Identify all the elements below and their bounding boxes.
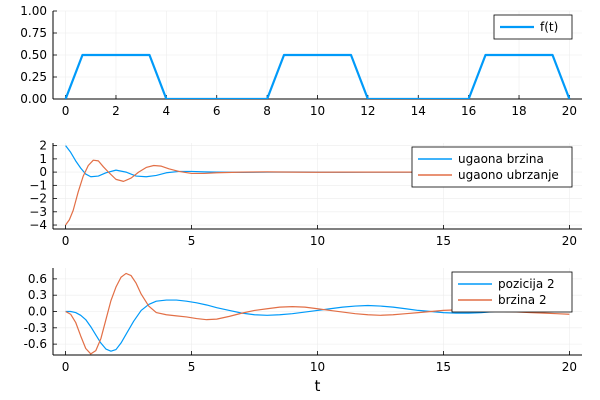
- y-tick-label: -0.3: [24, 321, 47, 335]
- legend-label: pozicija 2: [498, 277, 555, 291]
- legend-label: ugaono ubrzanje: [458, 168, 559, 182]
- y-tick-label: 0.75: [20, 26, 47, 40]
- legend-box: [451, 271, 573, 313]
- x-tick-label: 20: [562, 360, 577, 374]
- y-tick-label: -0.6: [24, 337, 47, 351]
- x-tick-label: 5: [188, 360, 196, 374]
- y-tick-label: 0.6: [28, 272, 47, 286]
- y-tick-label: −3: [29, 205, 47, 219]
- y-tick-label: −1: [29, 178, 47, 192]
- x-tick-label: 6: [213, 104, 221, 118]
- y-tick-label: 1: [39, 152, 47, 166]
- series-line-1: [64, 53, 571, 99]
- x-tick-label: 20: [562, 234, 577, 248]
- y-tick-label: 0.3: [28, 288, 47, 302]
- chart-panel-3: 0 5 10 15 20 0.6 0.3 0.0 -0.3 -0.6 pozicija 2 brzin…: [24, 268, 582, 395]
- x-tick-label: 16: [461, 104, 476, 118]
- x-tick-label: 10: [310, 234, 325, 248]
- legend-label: brzina 2: [498, 293, 547, 307]
- y-tick-label: 0.0: [28, 305, 47, 319]
- legend: f(t): [493, 14, 573, 40]
- legend: ugaona brzina ugaono ubrzanje: [411, 146, 573, 188]
- x-tick-label: 10: [310, 360, 325, 374]
- x-tick-label: 15: [436, 360, 451, 374]
- x-tick-label: 10: [310, 104, 325, 118]
- legend-label: ugaona brzina: [458, 152, 544, 166]
- chart-panel-1: 0 2 4 6 8 10 12 14 16 18 20 0.00 0.25 0.50 0.75 1.00 f(t…: [20, 4, 582, 118]
- y-tick-label: 1.00: [20, 4, 47, 18]
- x-tick-label: 0: [62, 360, 70, 374]
- x-axis-label: t: [315, 377, 321, 395]
- y-tick-label: 2: [39, 139, 47, 153]
- x-tick-label: 15: [436, 234, 451, 248]
- legend: pozicija 2 brzina 2: [451, 271, 573, 313]
- legend-label: f(t): [540, 20, 558, 34]
- x-tick-label: 4: [163, 104, 171, 118]
- y-tick-label: −4: [29, 218, 47, 232]
- y-tick-label: −2: [29, 192, 47, 206]
- x-tick-label: 14: [411, 104, 426, 118]
- series-line-1: [65, 299, 570, 352]
- x-tick-label: 8: [263, 104, 271, 118]
- y-tick-label: 0.25: [20, 70, 47, 84]
- legend-box: [411, 146, 573, 188]
- y-tick-label: 0: [39, 165, 47, 179]
- y-tick-label: 0.50: [20, 48, 47, 62]
- x-tick-label: 20: [562, 104, 577, 118]
- x-tick-label: 5: [188, 234, 196, 248]
- x-tick-label: 2: [112, 104, 120, 118]
- y-tick-label: 0.00: [20, 92, 47, 106]
- x-tick-label: 18: [511, 104, 526, 118]
- x-tick-label: 0: [62, 104, 70, 118]
- x-tick-label: 0: [62, 234, 70, 248]
- x-tick-label: 12: [360, 104, 375, 118]
